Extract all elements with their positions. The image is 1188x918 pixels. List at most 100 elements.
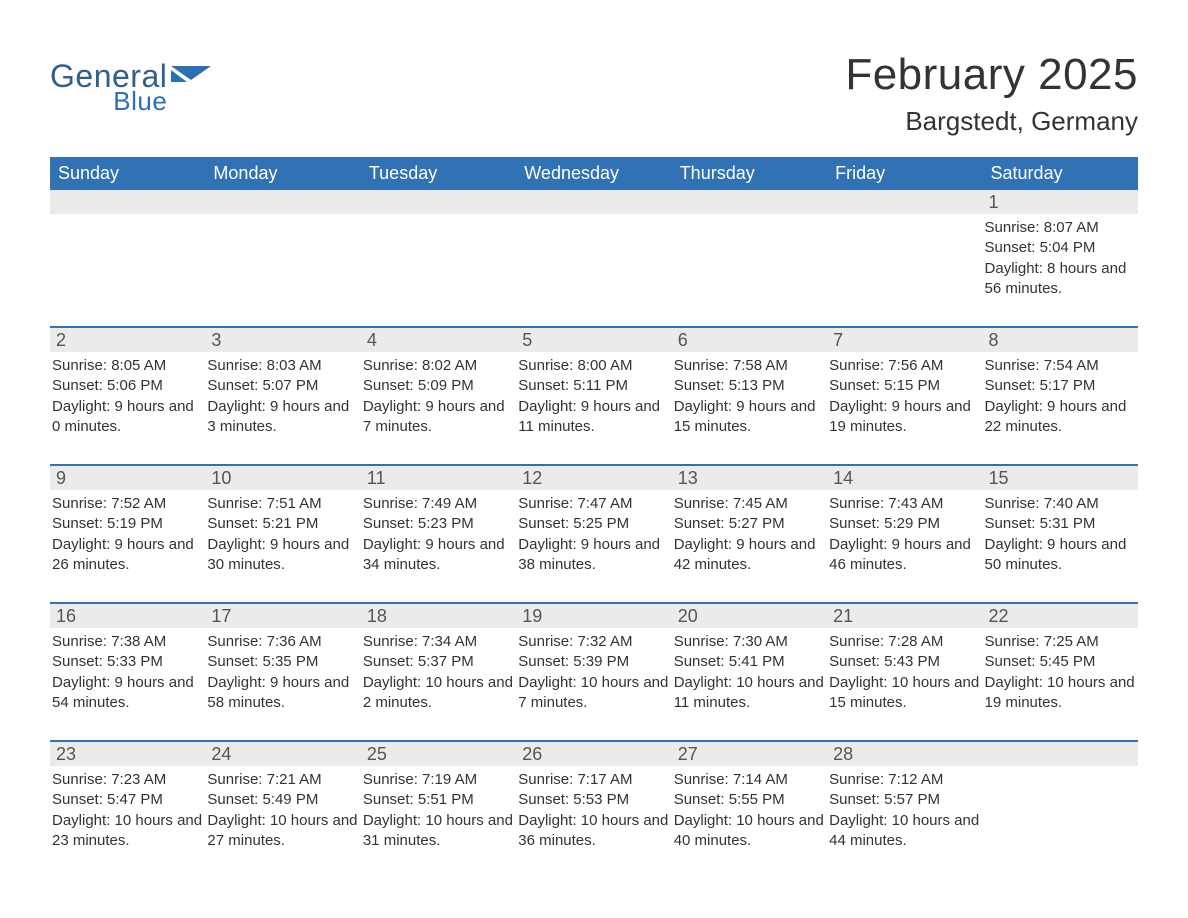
day-cell bbox=[50, 190, 205, 310]
title-block: February 2025 Bargstedt, Germany bbox=[845, 50, 1138, 137]
day-content: Sunrise: 7:30 AMSunset: 5:41 PMDaylight:… bbox=[672, 628, 827, 715]
day-cell: 13Sunrise: 7:45 AMSunset: 5:27 PMDayligh… bbox=[672, 466, 827, 586]
daylight-text: Daylight: 10 hours and 7 minutes. bbox=[518, 673, 669, 714]
day-cell: 23Sunrise: 7:23 AMSunset: 5:47 PMDayligh… bbox=[50, 742, 205, 862]
day-content: Sunrise: 7:14 AMSunset: 5:55 PMDaylight:… bbox=[672, 766, 827, 853]
day-content bbox=[827, 214, 982, 220]
day-cell bbox=[983, 742, 1138, 862]
day-content: Sunrise: 7:28 AMSunset: 5:43 PMDaylight:… bbox=[827, 628, 982, 715]
day-content: Sunrise: 7:56 AMSunset: 5:15 PMDaylight:… bbox=[827, 352, 982, 439]
daylight-text: Daylight: 9 hours and 26 minutes. bbox=[52, 535, 203, 576]
day-cell: 3Sunrise: 8:03 AMSunset: 5:07 PMDaylight… bbox=[205, 328, 360, 448]
day-content: Sunrise: 7:12 AMSunset: 5:57 PMDaylight:… bbox=[827, 766, 982, 853]
sunset-text: Sunset: 5:04 PM bbox=[985, 238, 1136, 258]
day-content: Sunrise: 7:58 AMSunset: 5:13 PMDaylight:… bbox=[672, 352, 827, 439]
day-cell: 9Sunrise: 7:52 AMSunset: 5:19 PMDaylight… bbox=[50, 466, 205, 586]
day-cell: 26Sunrise: 7:17 AMSunset: 5:53 PMDayligh… bbox=[516, 742, 671, 862]
sunrise-text: Sunrise: 7:34 AM bbox=[363, 632, 514, 652]
day-content bbox=[983, 766, 1138, 772]
day-number: 10 bbox=[205, 466, 360, 490]
day-content: Sunrise: 7:43 AMSunset: 5:29 PMDaylight:… bbox=[827, 490, 982, 577]
day-content bbox=[361, 214, 516, 220]
day-number bbox=[516, 190, 671, 214]
sunset-text: Sunset: 5:45 PM bbox=[985, 652, 1136, 672]
sunset-text: Sunset: 5:11 PM bbox=[518, 376, 669, 396]
day-content: Sunrise: 7:17 AMSunset: 5:53 PMDaylight:… bbox=[516, 766, 671, 853]
day-number: 15 bbox=[983, 466, 1138, 490]
daylight-text: Daylight: 10 hours and 27 minutes. bbox=[207, 811, 358, 852]
day-cell: 17Sunrise: 7:36 AMSunset: 5:35 PMDayligh… bbox=[205, 604, 360, 724]
day-cell bbox=[361, 190, 516, 310]
sunrise-text: Sunrise: 8:07 AM bbox=[985, 218, 1136, 238]
daylight-text: Daylight: 9 hours and 34 minutes. bbox=[363, 535, 514, 576]
day-number: 27 bbox=[672, 742, 827, 766]
day-cell: 27Sunrise: 7:14 AMSunset: 5:55 PMDayligh… bbox=[672, 742, 827, 862]
day-cell: 24Sunrise: 7:21 AMSunset: 5:49 PMDayligh… bbox=[205, 742, 360, 862]
day-content: Sunrise: 7:32 AMSunset: 5:39 PMDaylight:… bbox=[516, 628, 671, 715]
sunset-text: Sunset: 5:23 PM bbox=[363, 514, 514, 534]
day-content bbox=[50, 214, 205, 220]
day-cell: 18Sunrise: 7:34 AMSunset: 5:37 PMDayligh… bbox=[361, 604, 516, 724]
weekday-header: Thursday bbox=[672, 157, 827, 190]
day-number: 3 bbox=[205, 328, 360, 352]
day-number bbox=[827, 190, 982, 214]
day-cell: 16Sunrise: 7:38 AMSunset: 5:33 PMDayligh… bbox=[50, 604, 205, 724]
sunrise-text: Sunrise: 7:32 AM bbox=[518, 632, 669, 652]
day-number: 13 bbox=[672, 466, 827, 490]
day-cell: 20Sunrise: 7:30 AMSunset: 5:41 PMDayligh… bbox=[672, 604, 827, 724]
day-content bbox=[205, 214, 360, 220]
day-cell: 2Sunrise: 8:05 AMSunset: 5:06 PMDaylight… bbox=[50, 328, 205, 448]
day-number: 28 bbox=[827, 742, 982, 766]
day-number: 6 bbox=[672, 328, 827, 352]
week-row: 1 Sunrise: 8:07 AMSunset: 5:04 PMDaylight… bbox=[50, 190, 1138, 310]
day-number bbox=[983, 742, 1138, 766]
daylight-text: Daylight: 9 hours and 30 minutes. bbox=[207, 535, 358, 576]
sunrise-text: Sunrise: 7:21 AM bbox=[207, 770, 358, 790]
sunrise-text: Sunrise: 8:02 AM bbox=[363, 356, 514, 376]
sunset-text: Sunset: 5:06 PM bbox=[52, 376, 203, 396]
sunrise-text: Sunrise: 7:49 AM bbox=[363, 494, 514, 514]
sunrise-text: Sunrise: 7:54 AM bbox=[985, 356, 1136, 376]
day-content: Sunrise: 7:51 AMSunset: 5:21 PMDaylight:… bbox=[205, 490, 360, 577]
day-cell: 1 Sunrise: 8:07 AMSunset: 5:04 PMDaylight… bbox=[983, 190, 1138, 310]
daylight-text: Daylight: 10 hours and 36 minutes. bbox=[518, 811, 669, 852]
day-cell: 11Sunrise: 7:49 AMSunset: 5:23 PMDayligh… bbox=[361, 466, 516, 586]
day-cell: 12Sunrise: 7:47 AMSunset: 5:25 PMDayligh… bbox=[516, 466, 671, 586]
sunset-text: Sunset: 5:49 PM bbox=[207, 790, 358, 810]
day-content: Sunrise: 7:21 AMSunset: 5:49 PMDaylight:… bbox=[205, 766, 360, 853]
day-number: 2 bbox=[50, 328, 205, 352]
sunset-text: Sunset: 5:37 PM bbox=[363, 652, 514, 672]
day-cell: 14Sunrise: 7:43 AMSunset: 5:29 PMDayligh… bbox=[827, 466, 982, 586]
day-content: Sunrise: 8:03 AMSunset: 5:07 PMDaylight:… bbox=[205, 352, 360, 439]
sunrise-text: Sunrise: 7:38 AM bbox=[52, 632, 203, 652]
calendar-page: General Blue February 2025 Bargstedt, Ge… bbox=[0, 0, 1188, 918]
daylight-text: Daylight: 9 hours and 38 minutes. bbox=[518, 535, 669, 576]
logo: General Blue bbox=[50, 60, 211, 114]
sunset-text: Sunset: 5:43 PM bbox=[829, 652, 980, 672]
weekday-header: Friday bbox=[827, 157, 982, 190]
day-number: 1 bbox=[983, 190, 1138, 214]
week-row: 23Sunrise: 7:23 AMSunset: 5:47 PMDayligh… bbox=[50, 740, 1138, 862]
sunset-text: Sunset: 5:25 PM bbox=[518, 514, 669, 534]
sunrise-text: Sunrise: 8:03 AM bbox=[207, 356, 358, 376]
sunrise-text: Sunrise: 7:58 AM bbox=[674, 356, 825, 376]
sunrise-text: Sunrise: 8:05 AM bbox=[52, 356, 203, 376]
daylight-text: Daylight: 9 hours and 15 minutes. bbox=[674, 397, 825, 438]
sunrise-text: Sunrise: 7:36 AM bbox=[207, 632, 358, 652]
daylight-text: Daylight: 10 hours and 23 minutes. bbox=[52, 811, 203, 852]
sunset-text: Sunset: 5:55 PM bbox=[674, 790, 825, 810]
day-content: Sunrise: 7:40 AMSunset: 5:31 PMDaylight:… bbox=[983, 490, 1138, 577]
sunset-text: Sunset: 5:53 PM bbox=[518, 790, 669, 810]
week-row: 2 Sunrise: 8:05 AMSunset: 5:06 PM Daylight… bbox=[50, 326, 1138, 448]
day-content: Sunrise: 7:19 AMSunset: 5:51 PMDaylight:… bbox=[361, 766, 516, 853]
day-number: 16 bbox=[50, 604, 205, 628]
day-cell bbox=[827, 190, 982, 310]
day-cell: 8Sunrise: 7:54 AMSunset: 5:17 PMDaylight… bbox=[983, 328, 1138, 448]
weekday-header: Monday bbox=[205, 157, 360, 190]
day-content: Sunrise: 7:23 AMSunset: 5:47 PMDaylight:… bbox=[50, 766, 205, 853]
day-number bbox=[205, 190, 360, 214]
day-cell bbox=[516, 190, 671, 310]
sunset-text: Sunset: 5:13 PM bbox=[674, 376, 825, 396]
day-number: 14 bbox=[827, 466, 982, 490]
daylight-text: Daylight: 8 hours and 56 minutes. bbox=[985, 259, 1136, 300]
